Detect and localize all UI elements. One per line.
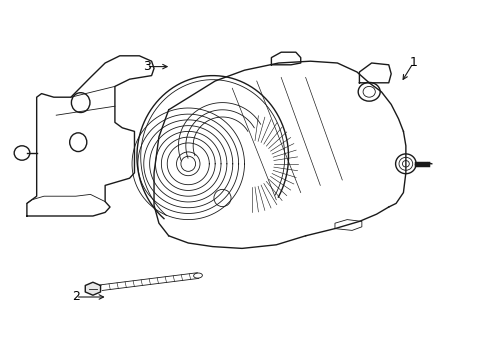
Text: 1: 1: [408, 57, 416, 69]
Polygon shape: [85, 282, 101, 295]
Text: 2: 2: [72, 291, 80, 303]
Text: 3: 3: [142, 60, 150, 73]
